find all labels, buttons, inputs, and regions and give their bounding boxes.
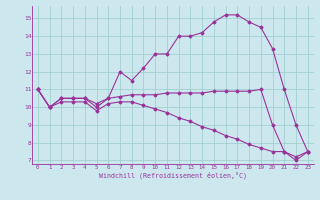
X-axis label: Windchill (Refroidissement éolien,°C): Windchill (Refroidissement éolien,°C) <box>99 171 247 179</box>
